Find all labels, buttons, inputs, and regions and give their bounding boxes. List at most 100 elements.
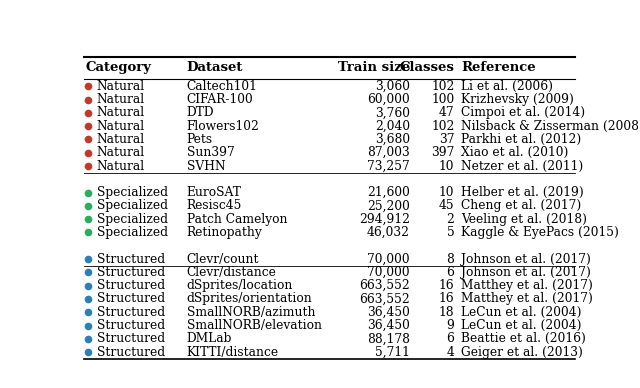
Text: Geiger et al. (2013): Geiger et al. (2013) [461, 346, 583, 359]
Text: 3,760: 3,760 [375, 106, 410, 120]
Text: 16: 16 [439, 279, 454, 292]
Text: Natural: Natural [97, 159, 145, 173]
Text: Structured: Structured [97, 346, 165, 359]
Text: 4: 4 [447, 346, 454, 359]
Text: Beattie et al. (2016): Beattie et al. (2016) [461, 333, 586, 345]
Text: 36,450: 36,450 [367, 319, 410, 332]
Text: Natural: Natural [97, 80, 145, 93]
Text: 397: 397 [431, 146, 454, 159]
Text: Nilsback & Zisserman (2008): Nilsback & Zisserman (2008) [461, 120, 640, 133]
Text: Resisc45: Resisc45 [187, 199, 242, 212]
Text: Matthey et al. (2017): Matthey et al. (2017) [461, 279, 593, 292]
Text: Li et al. (2006): Li et al. (2006) [461, 80, 553, 93]
Text: 9: 9 [447, 319, 454, 332]
Text: CIFAR-100: CIFAR-100 [187, 93, 253, 106]
Text: 5,711: 5,711 [375, 346, 410, 359]
Text: Natural: Natural [97, 120, 145, 133]
Text: 102: 102 [431, 120, 454, 133]
Text: Flowers102: Flowers102 [187, 120, 259, 133]
Text: 100: 100 [431, 93, 454, 106]
Text: SmallNORB/azimuth: SmallNORB/azimuth [187, 306, 315, 319]
Text: Natural: Natural [97, 133, 145, 146]
Text: 60,000: 60,000 [367, 93, 410, 106]
Text: Cheng et al. (2017): Cheng et al. (2017) [461, 199, 581, 212]
Text: 45: 45 [439, 199, 454, 212]
Text: SmallNORB/elevation: SmallNORB/elevation [187, 319, 322, 332]
Text: 47: 47 [439, 106, 454, 120]
Text: LeCun et al. (2004): LeCun et al. (2004) [461, 319, 581, 332]
Text: 36,450: 36,450 [367, 306, 410, 319]
Text: KITTI/distance: KITTI/distance [187, 346, 279, 359]
Text: Structured: Structured [97, 306, 165, 319]
Text: 2,040: 2,040 [374, 120, 410, 133]
Text: Structured: Structured [97, 319, 165, 332]
Text: DMLab: DMLab [187, 333, 232, 345]
Text: 70,000: 70,000 [367, 266, 410, 279]
Text: Natural: Natural [97, 106, 145, 120]
Text: 8: 8 [447, 253, 454, 265]
Text: 88,178: 88,178 [367, 333, 410, 345]
Text: Dataset: Dataset [187, 61, 243, 74]
Text: Caltech101: Caltech101 [187, 80, 257, 93]
Text: DTD: DTD [187, 106, 214, 120]
Text: Specialized: Specialized [97, 199, 168, 212]
Text: 10: 10 [439, 159, 454, 173]
Text: Structured: Structured [97, 266, 165, 279]
Text: 102: 102 [431, 80, 454, 93]
Text: Specialized: Specialized [97, 213, 168, 226]
Text: Krizhevsky (2009): Krizhevsky (2009) [461, 93, 574, 106]
Text: 663,552: 663,552 [359, 293, 410, 305]
Text: LeCun et al. (2004): LeCun et al. (2004) [461, 306, 581, 319]
Text: Kaggle & EyePacs (2015): Kaggle & EyePacs (2015) [461, 226, 619, 239]
Text: 70,000: 70,000 [367, 253, 410, 265]
Text: 6: 6 [447, 266, 454, 279]
Text: dSprites/orientation: dSprites/orientation [187, 293, 312, 305]
Text: Natural: Natural [97, 93, 145, 106]
Text: 37: 37 [439, 133, 454, 146]
Text: 46,032: 46,032 [367, 226, 410, 239]
Text: 21,600: 21,600 [367, 186, 410, 199]
Text: Matthey et al. (2017): Matthey et al. (2017) [461, 293, 593, 305]
Text: Clevr/distance: Clevr/distance [187, 266, 276, 279]
Text: 10: 10 [439, 186, 454, 199]
Text: Retinopathy: Retinopathy [187, 226, 262, 239]
Text: Train size: Train size [338, 61, 410, 74]
Text: Patch Camelyon: Patch Camelyon [187, 213, 287, 226]
Text: 3,680: 3,680 [374, 133, 410, 146]
Text: Specialized: Specialized [97, 186, 168, 199]
Text: Johnson et al. (2017): Johnson et al. (2017) [461, 253, 591, 265]
Text: Veeling et al. (2018): Veeling et al. (2018) [461, 213, 587, 226]
Text: 6: 6 [447, 333, 454, 345]
Text: Clevr/count: Clevr/count [187, 253, 259, 265]
Text: Structured: Structured [97, 253, 165, 265]
Text: Parkhi et al. (2012): Parkhi et al. (2012) [461, 133, 581, 146]
Text: Sun397: Sun397 [187, 146, 234, 159]
Text: Cimpoi et al. (2014): Cimpoi et al. (2014) [461, 106, 585, 120]
Text: dSprites/location: dSprites/location [187, 279, 293, 292]
Text: Structured: Structured [97, 279, 165, 292]
Text: 2: 2 [447, 213, 454, 226]
Text: EuroSAT: EuroSAT [187, 186, 241, 199]
Text: Structured: Structured [97, 293, 165, 305]
Text: Natural: Natural [97, 146, 145, 159]
Text: 87,003: 87,003 [367, 146, 410, 159]
Text: Johnson et al. (2017): Johnson et al. (2017) [461, 266, 591, 279]
Text: Netzer et al. (2011): Netzer et al. (2011) [461, 159, 583, 173]
Text: Specialized: Specialized [97, 226, 168, 239]
Text: 3,060: 3,060 [375, 80, 410, 93]
Text: 663,552: 663,552 [359, 279, 410, 292]
Text: Category: Category [86, 61, 152, 74]
Text: Structured: Structured [97, 333, 165, 345]
Text: Xiao et al. (2010): Xiao et al. (2010) [461, 146, 568, 159]
Text: 25,200: 25,200 [367, 199, 410, 212]
Text: Reference: Reference [461, 61, 536, 74]
Text: SVHN: SVHN [187, 159, 225, 173]
Text: 294,912: 294,912 [359, 213, 410, 226]
Text: 16: 16 [439, 293, 454, 305]
Text: Pets: Pets [187, 133, 212, 146]
Text: Classes: Classes [399, 61, 454, 74]
Text: 73,257: 73,257 [367, 159, 410, 173]
Text: 18: 18 [439, 306, 454, 319]
Text: 5: 5 [447, 226, 454, 239]
Text: Helber et al. (2019): Helber et al. (2019) [461, 186, 584, 199]
